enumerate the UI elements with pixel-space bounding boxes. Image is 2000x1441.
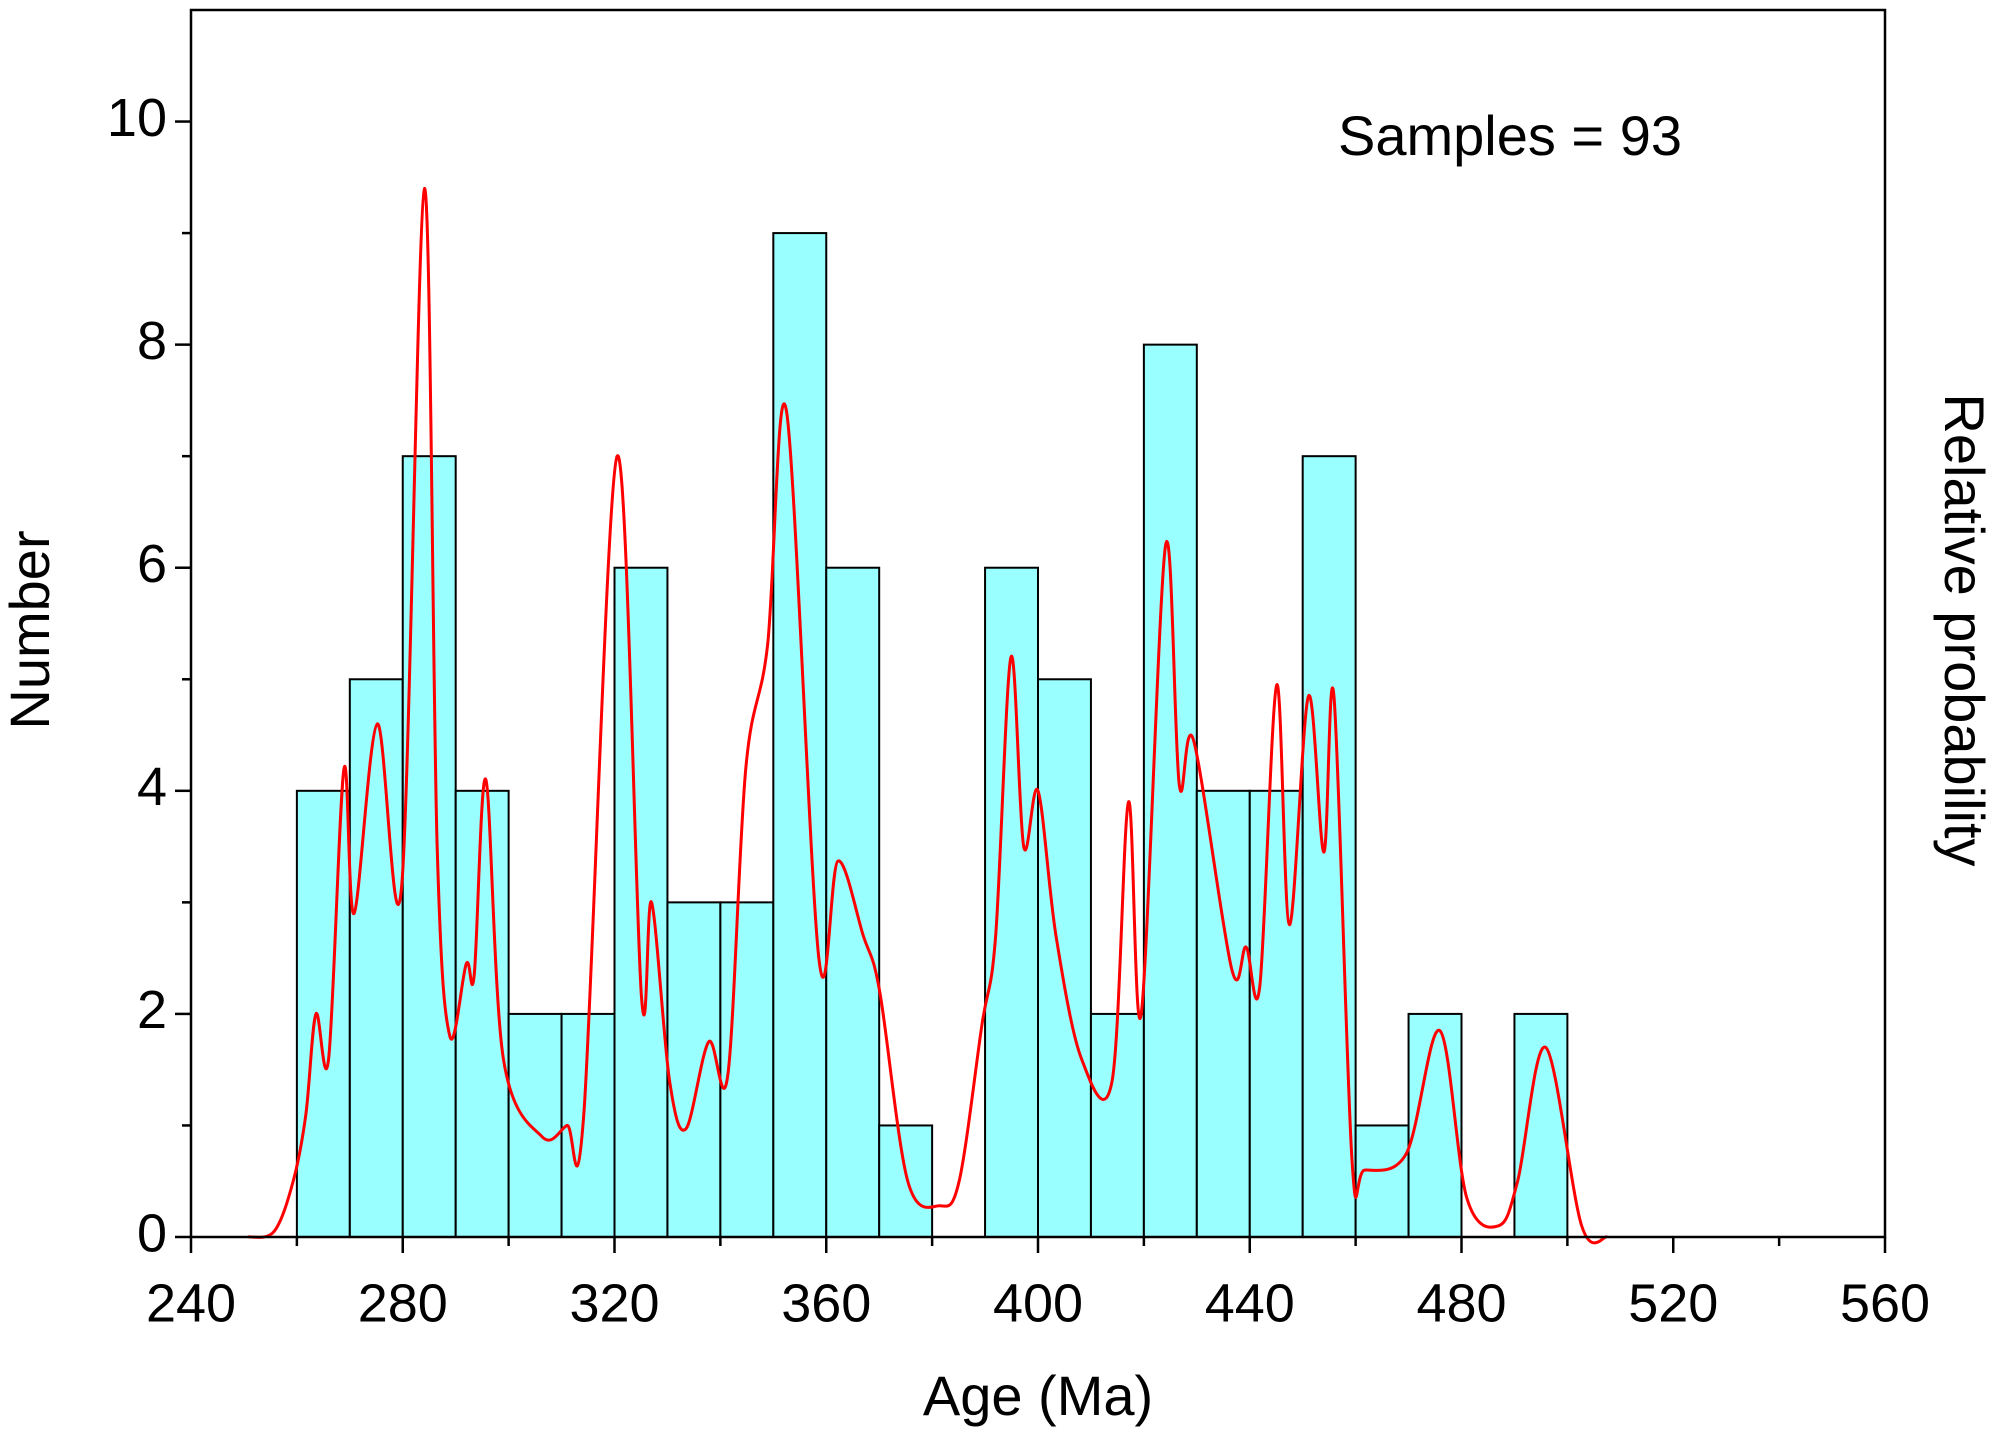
x-tick-label: 280	[358, 1273, 448, 1333]
x-tick-label: 240	[146, 1273, 236, 1333]
y-tick-label: 2	[137, 980, 167, 1040]
x-tick-label: 360	[781, 1273, 871, 1333]
bar	[984, 566, 1039, 1238]
bar	[1354, 1124, 1410, 1239]
bar	[878, 1124, 934, 1239]
annotation: Samples = 93	[1338, 104, 1682, 167]
x-axis-title: Age (Ma)	[923, 1364, 1153, 1427]
x-tick-label: 400	[993, 1273, 1083, 1333]
bar	[295, 789, 351, 1238]
x-tick-label: 520	[1628, 1273, 1718, 1333]
bar	[825, 566, 881, 1238]
y-tick-label: 4	[137, 757, 167, 817]
x-tick-label: 480	[1416, 1273, 1506, 1333]
bar	[1195, 789, 1251, 1238]
x-tick-label: 320	[569, 1273, 659, 1333]
bar	[507, 1012, 563, 1239]
bar	[1301, 455, 1357, 1238]
bar	[613, 566, 669, 1238]
y-tick-label: 0	[137, 1203, 167, 1263]
x-tick-label: 560	[1840, 1273, 1930, 1333]
bar	[1407, 1012, 1463, 1239]
y-tick-label: 10	[107, 88, 167, 148]
bar	[454, 789, 510, 1238]
bar	[1037, 678, 1092, 1238]
probability-curve	[247, 186, 1608, 1245]
bar	[1513, 1012, 1569, 1239]
bar	[772, 232, 828, 1239]
y-tick-label: 6	[137, 534, 167, 594]
bar	[666, 901, 722, 1238]
bar	[348, 678, 404, 1238]
bar	[1089, 1012, 1145, 1239]
y2-axis-title: Relative probability	[1933, 393, 1996, 866]
y-tick-label: 8	[137, 311, 167, 371]
x-tick-label: 440	[1205, 1273, 1295, 1333]
y-axis-title: Number	[0, 530, 61, 729]
